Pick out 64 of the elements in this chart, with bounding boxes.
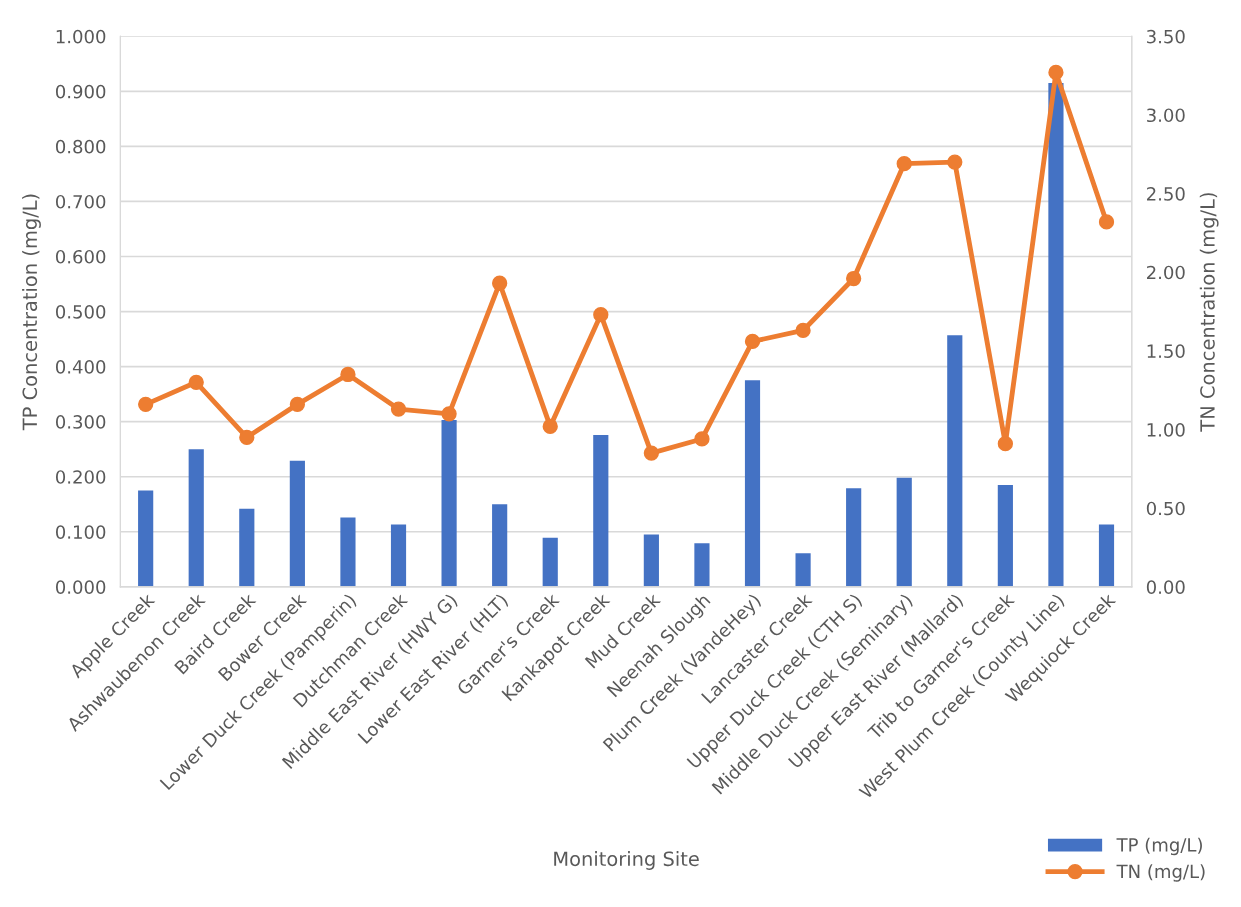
legend-label: TN (mg/L) xyxy=(1116,864,1205,882)
bar xyxy=(1098,524,1115,587)
y2-tick-label: 3.50 xyxy=(1147,29,1185,44)
y2-tick-label: 2.00 xyxy=(1147,265,1185,280)
y-tick-label: 0.100 xyxy=(55,525,106,539)
bar xyxy=(795,553,811,587)
y-tick-label: 0.900 xyxy=(55,84,106,99)
point xyxy=(896,156,912,172)
point xyxy=(492,275,508,291)
y2-tick-label: 0.00 xyxy=(1146,580,1185,594)
y-tick-label: 0.600 xyxy=(55,249,106,264)
point xyxy=(997,436,1014,452)
y-tick-label: 0.800 xyxy=(55,139,106,154)
point xyxy=(188,374,204,390)
bar xyxy=(947,335,963,587)
point xyxy=(138,396,154,413)
bar xyxy=(643,534,659,587)
bar xyxy=(744,380,761,587)
bar xyxy=(492,504,508,587)
point xyxy=(289,396,306,413)
point xyxy=(390,401,407,417)
point xyxy=(1048,64,1064,81)
y-tick-label: 0.500 xyxy=(55,305,106,319)
y2-tick-label: 1.00 xyxy=(1147,422,1185,437)
point xyxy=(542,418,558,435)
point xyxy=(744,333,761,350)
point xyxy=(1098,214,1115,230)
bar xyxy=(1048,83,1064,587)
y2-tick-label: 2.50 xyxy=(1147,187,1185,201)
bar xyxy=(997,484,1013,587)
y-tick-label: 1.000 xyxy=(56,29,106,44)
bar xyxy=(138,490,154,587)
bar xyxy=(239,508,255,587)
y-tick-label: 0.700 xyxy=(55,194,106,209)
y2-tick-label: 3.00 xyxy=(1147,108,1185,123)
bar xyxy=(593,434,609,587)
y-tick-label: 0.300 xyxy=(55,415,106,429)
bar xyxy=(390,524,407,587)
bar xyxy=(694,543,710,587)
point xyxy=(643,445,660,461)
bar xyxy=(542,537,558,587)
bar xyxy=(846,488,862,587)
y-axis-title: TP Concentration (mg/L) xyxy=(22,194,41,431)
y2-tick-label: 0.50 xyxy=(1146,501,1185,516)
y2-tick-label: 1.50 xyxy=(1147,344,1185,358)
bar xyxy=(289,460,305,587)
x-axis-title: Monitoring Site xyxy=(554,851,699,870)
point xyxy=(795,322,811,339)
bar xyxy=(188,449,204,587)
point xyxy=(947,154,963,170)
bar xyxy=(340,517,356,587)
bar xyxy=(441,420,457,587)
y2-axis-title: TN Concentration (mg/L) xyxy=(1199,193,1219,432)
y-tick-label: 0.400 xyxy=(55,360,106,374)
point xyxy=(441,406,457,422)
y-tick-label: 0.000 xyxy=(55,580,106,594)
point xyxy=(593,307,609,323)
point xyxy=(239,429,255,446)
point xyxy=(694,431,710,447)
legend-label: TP (mg/L) xyxy=(1116,837,1202,856)
point xyxy=(846,270,862,287)
y-tick-label: 0.200 xyxy=(55,470,106,484)
point xyxy=(340,366,356,383)
bar xyxy=(896,477,912,587)
